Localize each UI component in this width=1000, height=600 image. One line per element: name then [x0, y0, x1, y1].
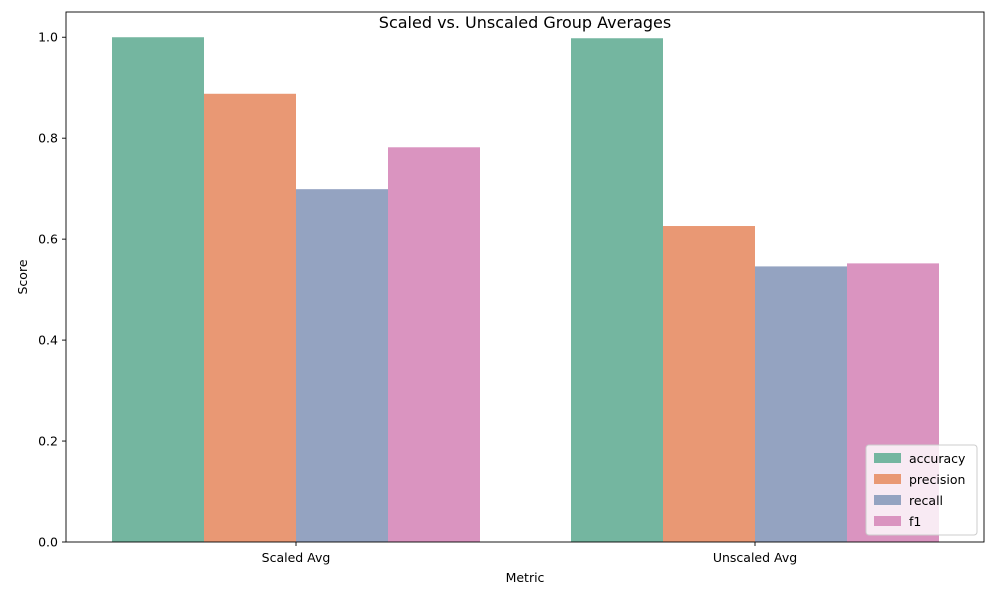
x-axis-label: Metric: [506, 570, 545, 585]
legend-swatch-accuracy: [874, 453, 901, 463]
bar-f1-0: [388, 147, 480, 542]
bar-precision-0: [204, 93, 296, 543]
y-axis-label: Score: [15, 259, 30, 294]
bar-precision-1: [663, 226, 755, 542]
y-tick-label: 0.4: [38, 333, 58, 348]
y-tick-label: 0.2: [38, 434, 58, 449]
bars-group: [112, 37, 939, 543]
legend-box: [865, 444, 978, 536]
x-tick-label: Unscaled Avg: [713, 550, 797, 565]
y-tick-label: 1.0: [38, 30, 58, 45]
y-tick-label: 0.8: [38, 131, 58, 146]
bar-accuracy-0: [112, 37, 204, 542]
bar-accuracy-1: [571, 38, 663, 542]
legend-swatch-recall: [874, 495, 901, 505]
chart-title: Scaled vs. Unscaled Group Averages: [379, 13, 671, 32]
x-tick-label: Scaled Avg: [262, 550, 331, 565]
legend: accuracy precision recall f1: [865, 444, 978, 536]
legend-label-f1: f1: [909, 514, 921, 529]
legend-label-accuracy: accuracy: [909, 451, 966, 466]
y-axis: 0.0 0.2 0.4 0.6 0.8 1.0: [38, 30, 66, 550]
bar-recall-1: [755, 266, 847, 542]
y-tick-label: 0.0: [38, 535, 58, 550]
legend-label-recall: recall: [909, 493, 943, 508]
y-tick-label: 0.6: [38, 232, 58, 247]
legend-swatch-precision: [874, 474, 901, 484]
legend-label-precision: precision: [909, 472, 965, 487]
legend-swatch-f1: [874, 516, 901, 526]
bar-recall-0: [296, 189, 388, 542]
plot-frame: [65, 11, 985, 543]
x-axis: Scaled Avg Unscaled Avg: [262, 542, 797, 565]
